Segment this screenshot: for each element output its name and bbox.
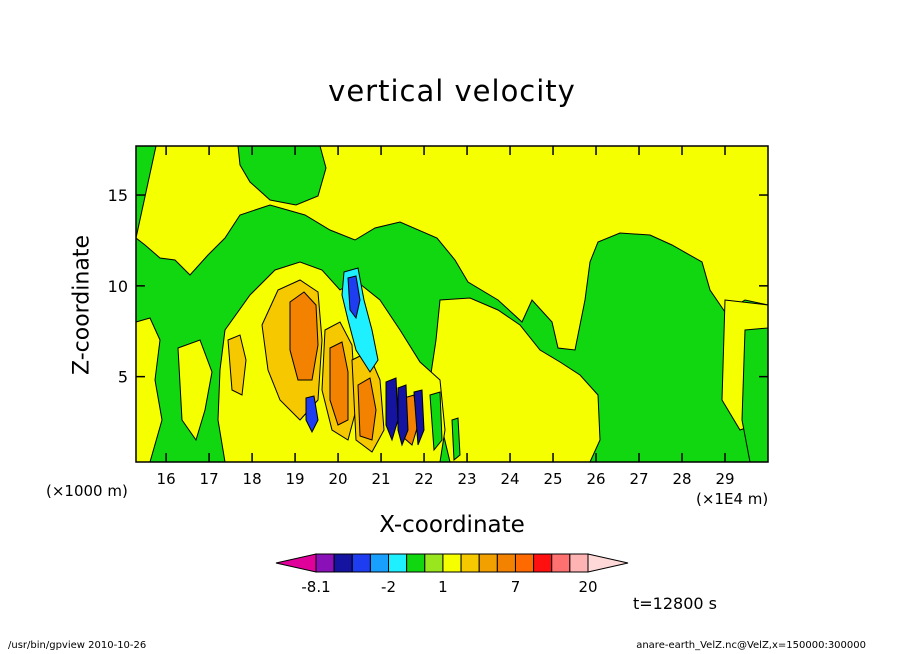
colorbar-segment xyxy=(478,553,498,573)
y-axis-label: Z-coordinate xyxy=(69,235,95,375)
colorbar: -8.1 -2 1 7 20 xyxy=(275,553,629,596)
x-tick-label: 22 xyxy=(415,470,434,488)
colorbar-segment xyxy=(333,553,353,573)
green-speck-1 xyxy=(429,391,443,452)
colorbar-segment xyxy=(533,553,553,573)
orange-1 xyxy=(289,291,319,381)
colorbar-segment xyxy=(351,553,371,573)
colorbar-segment xyxy=(315,553,335,573)
x-tick-label: 21 xyxy=(372,470,391,488)
upper-green-patch xyxy=(237,145,327,206)
colorbar-segment xyxy=(369,553,390,573)
chart-title: vertical velocity xyxy=(328,74,576,108)
x-tick-label: 27 xyxy=(629,470,648,488)
plot-frame xyxy=(135,145,769,463)
x-axis-unit-left: (×1000 m) xyxy=(46,482,128,500)
x-tick-label: 28 xyxy=(672,470,691,488)
colorbar-high-arrow xyxy=(587,553,629,573)
orange-3 xyxy=(357,377,377,441)
x-tick-label: 20 xyxy=(329,470,348,488)
x-axis-unit-right: (×1E4 m) xyxy=(696,490,769,508)
colorbar-segment xyxy=(496,553,516,573)
colorbar-segment xyxy=(551,553,571,573)
colorbar-segment xyxy=(424,553,444,573)
x-tick-label: 26 xyxy=(586,470,605,488)
colorbar-segment xyxy=(406,553,426,573)
colorbar-segment xyxy=(460,553,480,573)
x-tick-label: 19 xyxy=(286,470,305,488)
colorbar-label: 20 xyxy=(578,578,597,596)
x-tick-label: 24 xyxy=(500,470,519,488)
colorbar-label: -8.1 xyxy=(301,578,330,596)
x-tick-label: 16 xyxy=(157,470,176,488)
colorbar-segment xyxy=(388,553,408,573)
light-orange-4 xyxy=(227,334,247,396)
colorbar-segment xyxy=(442,553,462,573)
colorbar-label: -2 xyxy=(381,578,396,596)
x-tick-label: 25 xyxy=(543,470,562,488)
field-shading xyxy=(135,145,769,463)
y-tick-label: 10 xyxy=(108,277,128,296)
blue-core xyxy=(347,275,361,320)
left-yellow-2 xyxy=(177,339,213,442)
axis-ticks: 16 17 18 19 20 21 22 23 24 25 26 27 28 29 5 10 15 xyxy=(108,146,768,488)
dark-2 xyxy=(397,384,409,447)
footer-left: /usr/bin/gpview 2010-10-26 xyxy=(8,640,147,651)
colorbar-segment xyxy=(514,553,535,573)
colorbar-low-arrow xyxy=(275,553,317,573)
orange-2 xyxy=(329,341,349,426)
x-tick-label: 18 xyxy=(243,470,262,488)
x-tick-label: 23 xyxy=(458,470,477,488)
colorbar-label: 7 xyxy=(511,578,521,596)
y-tick-label: 5 xyxy=(118,368,128,387)
x-axis-label: X-coordinate xyxy=(379,512,525,538)
x-tick-label: 29 xyxy=(715,470,734,488)
colorbar-label: 1 xyxy=(438,578,448,596)
footer-right: anare-earth_VelZ.nc@VelZ,x=150000:300000 xyxy=(636,640,866,651)
colorbar-segment xyxy=(569,553,589,573)
dark-1 xyxy=(385,377,399,442)
y-tick-label: 15 xyxy=(108,186,128,205)
x-tick-label: 17 xyxy=(200,470,219,488)
blue-core-2 xyxy=(305,395,319,434)
dark-3 xyxy=(413,389,425,446)
right-green-strip xyxy=(741,327,769,463)
time-label: t=12800 s xyxy=(633,594,717,613)
green-speck-2 xyxy=(451,417,461,462)
